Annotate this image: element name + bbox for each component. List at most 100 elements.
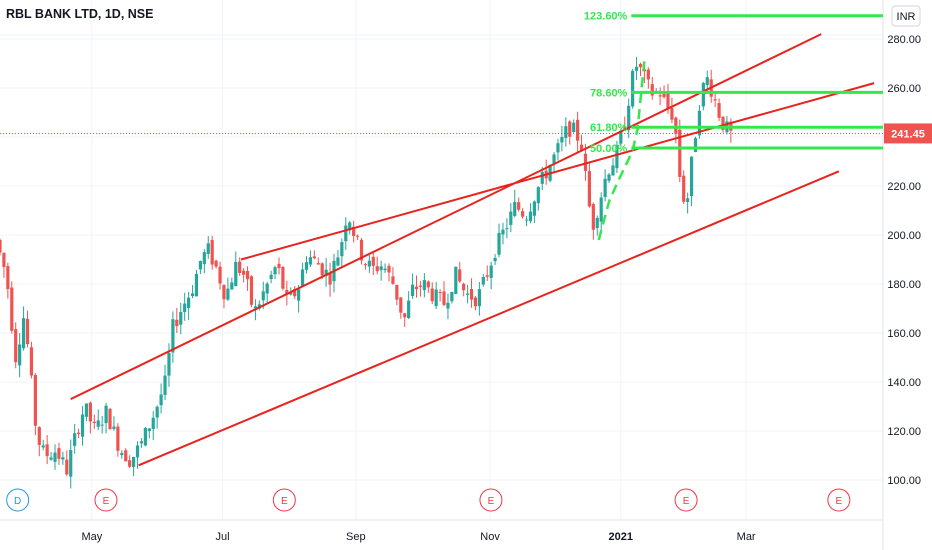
candle-body: [147, 428, 151, 432]
y-axis: 100.00 120.00 140.00 160.00 180.00 200.00 220.…: [887, 34, 921, 487]
candle-body: [84, 403, 89, 417]
fib-label: 61.80%: [590, 122, 628, 134]
candle-body: [151, 417, 155, 430]
candle-body: [701, 82, 705, 107]
candle-body: [363, 264, 368, 266]
candle-body: [454, 266, 458, 294]
candle-body: [116, 426, 120, 451]
candle-body: [410, 284, 415, 297]
event-marker: [6, 488, 30, 512]
fib-label: 50.00%: [590, 143, 628, 155]
event-marker-label: D: [14, 496, 21, 507]
candle-body: [297, 289, 301, 301]
y-tick-label: 280.00: [887, 34, 921, 46]
candle-body: [6, 266, 10, 290]
candle-body: [187, 297, 191, 308]
candle-body: [175, 319, 179, 327]
candle-body: [159, 394, 163, 406]
candle-body: [18, 344, 22, 366]
candle-body: [69, 450, 73, 477]
candle-body: [312, 256, 316, 259]
candle-body: [697, 110, 702, 136]
candle-body: [190, 293, 195, 297]
candle-body: [693, 138, 698, 153]
candle-body: [670, 108, 674, 120]
x-tick-label: Jul: [215, 531, 229, 543]
event-marker-label: E: [683, 496, 690, 507]
candle-body: [540, 172, 544, 184]
channel-lines: [70, 33, 875, 467]
candle-body: [238, 261, 242, 273]
candle-body: [112, 426, 116, 429]
fib-label: 123.60%: [584, 11, 628, 23]
candle-body: [619, 131, 623, 144]
candle-body: [65, 459, 69, 475]
candle-body: [352, 226, 356, 236]
candle-body: [202, 252, 206, 265]
candle-body: [442, 291, 446, 305]
candle-body: [210, 240, 214, 265]
candle-body: [505, 228, 509, 230]
candle-body: [25, 318, 30, 345]
candle-body: [324, 269, 328, 277]
event-marker-label: E: [488, 496, 495, 507]
candle-body: [336, 257, 340, 266]
candle-body: [183, 303, 187, 313]
candle-body: [422, 279, 426, 291]
candle-body: [359, 239, 364, 261]
candle-body: [41, 445, 45, 448]
candle-body: [167, 352, 171, 376]
candle-body: [414, 286, 419, 290]
candle-body: [678, 129, 682, 177]
candle-body: [308, 257, 313, 265]
candle-body: [269, 274, 273, 280]
fib-label: 78.60%: [590, 87, 628, 99]
candle-body: [536, 187, 540, 204]
candle-body: [430, 288, 434, 302]
candle-body: [501, 229, 505, 235]
candle-body: [407, 300, 411, 319]
y-tick-label: 180.00: [887, 279, 921, 291]
y-tick-label: 140.00: [887, 377, 921, 389]
candle-body: [139, 441, 144, 444]
candle-body: [473, 297, 478, 307]
candle-body: [171, 319, 175, 353]
candle-body: [556, 143, 560, 153]
candle-body: [599, 197, 603, 222]
candle-body: [108, 408, 112, 430]
candle-body: [198, 261, 202, 270]
candle-body: [631, 70, 635, 107]
candle-body: [316, 263, 320, 265]
candle-body: [92, 421, 96, 424]
candle-body: [367, 260, 371, 267]
grid: [0, 0, 883, 520]
candle-body: [155, 406, 159, 418]
candle-body: [328, 273, 332, 285]
candle-body: [462, 283, 466, 291]
candle-body: [607, 174, 611, 181]
candle-body: [222, 285, 226, 300]
candle-body: [658, 95, 662, 97]
candle-body: [579, 144, 584, 150]
candle-body: [0, 239, 2, 253]
currency-label: INR: [897, 11, 916, 23]
candle-body: [45, 444, 49, 457]
candle-body: [14, 329, 18, 363]
x-tick-label: Sep: [346, 531, 366, 543]
candle-body: [226, 288, 230, 300]
currency-badge: INR: [891, 5, 921, 27]
event-marker: [272, 488, 296, 512]
candle-body: [576, 119, 580, 141]
candle-body: [375, 266, 379, 272]
fib-trend-arrow: [597, 58, 646, 241]
candle-body: [88, 402, 92, 422]
candle-body: [234, 261, 238, 287]
candle-body: [179, 312, 183, 325]
x-tick-label: May: [81, 531, 102, 543]
currency-badge-box: [891, 5, 921, 27]
candle-body: [100, 424, 104, 426]
channel-line-0: [70, 33, 822, 401]
candle-body: [2, 253, 6, 268]
